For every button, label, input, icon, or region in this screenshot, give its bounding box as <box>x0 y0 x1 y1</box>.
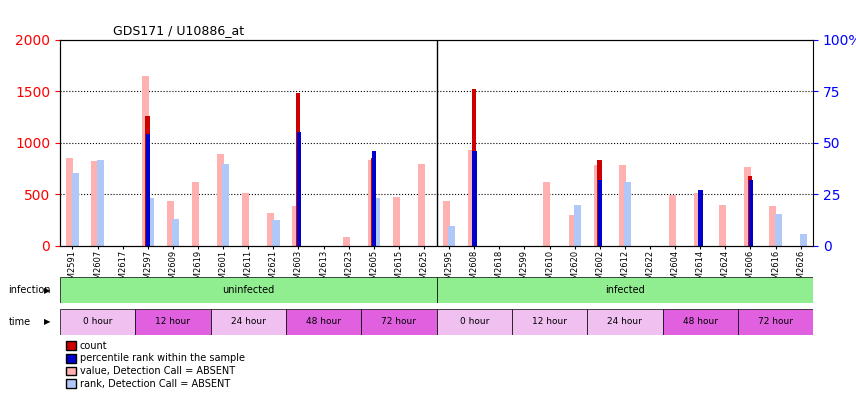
Bar <box>97 160 104 246</box>
Bar <box>568 215 575 246</box>
Bar <box>297 132 301 246</box>
Bar <box>223 164 229 246</box>
Text: time: time <box>9 317 31 327</box>
FancyBboxPatch shape <box>738 309 813 335</box>
FancyBboxPatch shape <box>361 309 437 335</box>
Bar <box>272 220 280 246</box>
Bar <box>472 89 476 246</box>
Bar <box>800 234 807 246</box>
Bar <box>748 175 752 246</box>
Bar <box>598 180 603 246</box>
FancyBboxPatch shape <box>437 309 512 335</box>
Bar <box>749 180 753 246</box>
Bar <box>574 206 581 246</box>
Text: 0 hour: 0 hour <box>83 317 112 326</box>
Bar <box>172 219 179 246</box>
FancyBboxPatch shape <box>135 309 211 335</box>
Bar <box>267 213 274 246</box>
FancyBboxPatch shape <box>60 277 437 303</box>
Bar <box>167 201 174 246</box>
Bar <box>698 190 703 246</box>
Bar <box>146 116 150 246</box>
Text: ▶: ▶ <box>44 317 51 326</box>
Bar <box>146 134 151 246</box>
Bar <box>72 173 79 246</box>
FancyBboxPatch shape <box>211 309 286 335</box>
Text: 0 hour: 0 hour <box>460 317 489 326</box>
FancyBboxPatch shape <box>437 277 813 303</box>
Bar <box>619 165 626 246</box>
Text: infected: infected <box>605 285 645 295</box>
Bar <box>393 197 400 246</box>
Bar <box>292 206 300 246</box>
Bar <box>147 198 154 246</box>
Text: GDS171 / U10886_at: GDS171 / U10886_at <box>113 24 244 37</box>
Bar <box>372 151 377 246</box>
Text: 48 hour: 48 hour <box>683 317 717 326</box>
Text: 24 hour: 24 hour <box>231 317 265 326</box>
Bar <box>242 193 249 246</box>
Text: 12 hour: 12 hour <box>156 317 190 326</box>
Text: value, Detection Call = ABSENT: value, Detection Call = ABSENT <box>80 366 235 376</box>
Bar <box>342 237 349 246</box>
Bar <box>719 206 726 246</box>
Bar <box>443 201 450 246</box>
FancyBboxPatch shape <box>286 309 361 335</box>
Text: 24 hour: 24 hour <box>608 317 642 326</box>
Bar <box>770 206 776 246</box>
Bar <box>192 182 199 246</box>
Bar <box>624 182 631 246</box>
Bar <box>473 151 477 246</box>
Bar <box>744 167 752 246</box>
Bar <box>449 226 455 246</box>
Text: infection: infection <box>9 285 51 295</box>
Bar <box>92 161 98 246</box>
Text: 48 hour: 48 hour <box>306 317 341 326</box>
Text: percentile rank within the sample: percentile rank within the sample <box>80 353 245 364</box>
Bar <box>66 158 74 246</box>
Bar <box>367 160 375 246</box>
Text: rank, Detection Call = ABSENT: rank, Detection Call = ABSENT <box>80 379 230 389</box>
Bar <box>669 195 676 246</box>
Text: uninfected: uninfected <box>222 285 275 295</box>
Bar <box>694 193 701 246</box>
FancyBboxPatch shape <box>587 309 663 335</box>
Text: 72 hour: 72 hour <box>382 317 416 326</box>
FancyBboxPatch shape <box>663 309 738 335</box>
Bar <box>593 165 601 246</box>
Bar <box>217 154 224 246</box>
Text: count: count <box>80 341 107 351</box>
FancyBboxPatch shape <box>60 309 135 335</box>
Bar <box>775 213 782 246</box>
Bar <box>372 158 376 246</box>
Text: 12 hour: 12 hour <box>532 317 567 326</box>
Text: 72 hour: 72 hour <box>758 317 793 326</box>
FancyBboxPatch shape <box>512 309 587 335</box>
Bar <box>373 198 380 246</box>
Bar <box>468 150 475 246</box>
Bar <box>597 160 602 246</box>
Text: ▶: ▶ <box>44 286 51 295</box>
Bar <box>141 76 149 246</box>
Bar <box>544 182 550 246</box>
Bar <box>418 164 425 246</box>
Bar <box>296 93 300 246</box>
